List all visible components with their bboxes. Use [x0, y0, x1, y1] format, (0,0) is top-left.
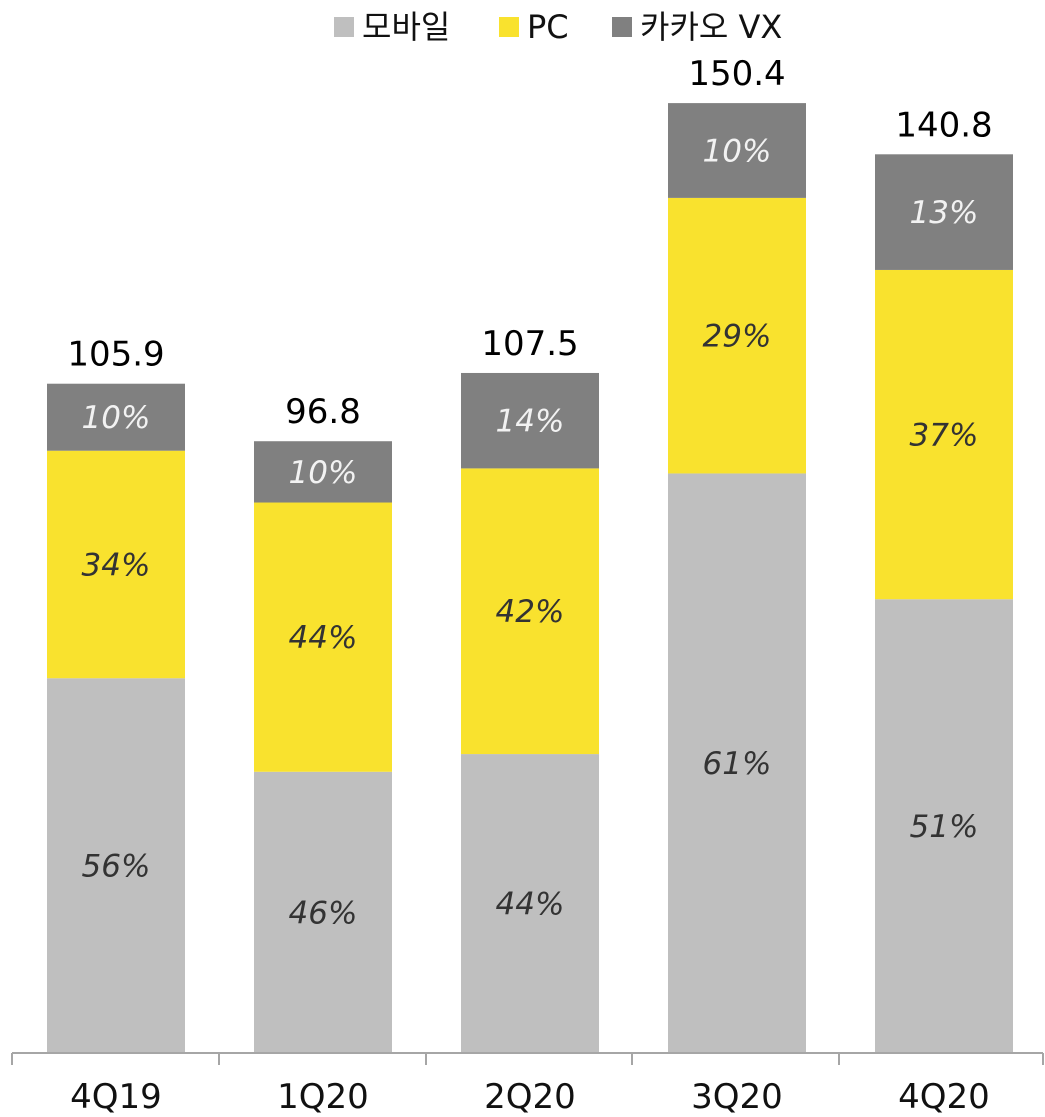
bar-segment-vx-1q20	[254, 441, 392, 503]
x-tick-label-4q19: 4Q19	[70, 1077, 162, 1117]
legend-label-vx: 카카오 VX	[640, 8, 782, 46]
percent-label-series-1-4q19: 56%	[82, 849, 151, 885]
x-tick-label-4q20: 4Q20	[898, 1077, 990, 1117]
percent-label-vx-3q20: 10%	[703, 134, 772, 170]
bar-segment-pc-3q20	[668, 197, 806, 474]
x-tick-label-3q20: 3Q20	[691, 1077, 783, 1117]
total-label-2q20: 107.5	[481, 324, 578, 364]
x-tick-label-1q20: 1Q20	[277, 1077, 369, 1117]
percent-label-pc-3q20: 29%	[703, 319, 772, 355]
percent-label-pc-1q20: 44%	[289, 620, 358, 656]
legend-label-series-1: 모바일	[362, 8, 450, 46]
percent-label-series-1-3q20: 61%	[703, 746, 772, 782]
total-label-4q20: 140.8	[895, 105, 992, 145]
percent-label-series-1-1q20: 46%	[289, 895, 358, 931]
percent-label-series-1-4q20: 51%	[910, 809, 979, 845]
x-axis: 4Q19 1Q20 2Q20 3Q20 4Q20	[11, 1052, 1044, 1117]
bar-group: 56% 34% 10% 105.9 46% 44% 10% 96.8 44% 42% 14% 107.…	[47, 54, 1013, 1053]
bar-segment-pc-2q20	[461, 468, 599, 755]
legend-swatch-pc	[499, 17, 519, 37]
percent-label-pc-2q20: 42%	[496, 594, 565, 630]
bar-segment-pc-4q20	[875, 269, 1013, 600]
bar-segment-pc-1q20	[254, 502, 392, 772]
chart-legend: 모바일 PC 카카오 VX	[334, 8, 782, 46]
legend-label-pc: PC	[527, 8, 569, 46]
percent-label-vx-4q20: 13%	[910, 195, 979, 231]
bar-segment-series-1-4q19	[47, 678, 185, 1053]
bar-segment-series-1-3q20	[668, 473, 806, 1053]
percent-label-series-1-2q20: 44%	[496, 887, 565, 923]
bar-segment-series-1-2q20	[461, 754, 599, 1053]
bar-segment-vx-4q20	[875, 154, 1013, 270]
bar-segment-pc-4q19	[47, 450, 185, 679]
legend-swatch-series-1	[334, 17, 354, 37]
bar-segment-vx-3q20	[668, 103, 806, 198]
bar-segment-vx-2q20	[461, 372, 599, 469]
bar-segment-vx-4q19	[47, 383, 185, 451]
bar-segment-series-1-1q20	[254, 771, 392, 1053]
total-label-4q19: 105.9	[67, 335, 164, 375]
x-tick-label-2q20: 2Q20	[484, 1077, 576, 1117]
legend-swatch-vx	[612, 17, 632, 37]
percent-label-vx-1q20: 10%	[289, 455, 358, 491]
percent-label-pc-4q19: 34%	[82, 547, 151, 583]
percent-label-pc-4q20: 37%	[910, 418, 979, 454]
bar-segment-series-1-4q20	[875, 599, 1013, 1053]
total-label-1q20: 96.8	[285, 392, 361, 432]
percent-label-vx-2q20: 14%	[496, 404, 565, 440]
percent-label-vx-4q19: 10%	[82, 400, 151, 436]
total-label-3q20: 150.4	[688, 54, 785, 94]
